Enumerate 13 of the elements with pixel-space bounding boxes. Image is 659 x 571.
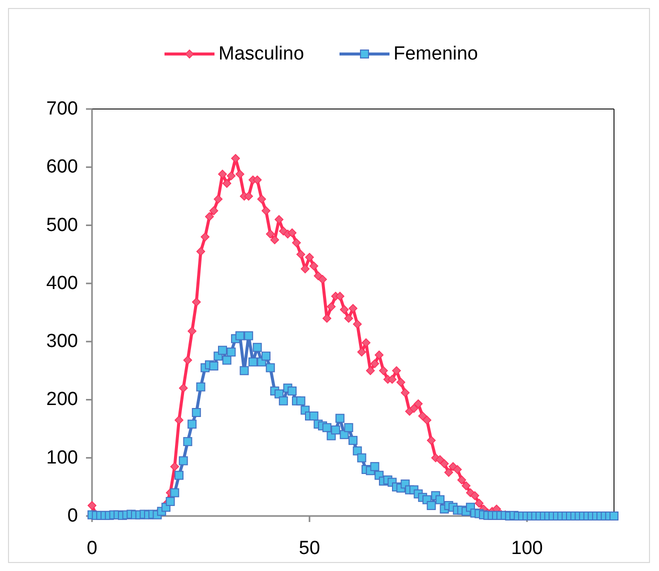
x-tick-label: 100 [511, 538, 543, 559]
y-tick-label: 600 [46, 156, 78, 178]
y-tick-label: 0 [67, 506, 78, 526]
y-tick-label: 300 [46, 331, 78, 352]
x-tick-label: 0 [86, 538, 98, 559]
y-tick-label: 400 [46, 272, 78, 294]
legend-label: Masculino [218, 44, 304, 64]
legend-label: Femenino [394, 44, 478, 64]
y-tick-label: 500 [46, 214, 78, 236]
x-tick-label: 50 [298, 538, 320, 559]
y-tick-label: 100 [46, 447, 78, 468]
y-tick-label: 200 [46, 389, 78, 410]
y-tick-label: 700 [46, 98, 78, 120]
